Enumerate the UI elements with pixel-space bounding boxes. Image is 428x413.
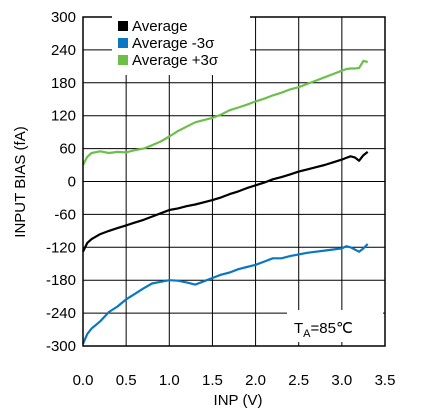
y-tick-label: 180 <box>51 75 76 92</box>
legend-swatch <box>118 38 128 48</box>
y-tick-label: -60 <box>54 206 76 223</box>
legend-label: Average -3σ <box>132 35 215 52</box>
x-tick-label: 2.0 <box>245 372 266 389</box>
series-line-1 <box>81 243 369 345</box>
x-tick-label: 3.5 <box>375 372 396 389</box>
y-tick-label: -240 <box>46 305 76 322</box>
legend-label: Average <box>132 18 188 35</box>
y-tick-label: 120 <box>51 108 76 125</box>
series-line-0 <box>82 151 369 253</box>
legend-background <box>112 15 250 75</box>
y-tick-label: 300 <box>51 9 76 26</box>
x-tick-label: 0.5 <box>116 372 137 389</box>
y-tick-label: -180 <box>46 272 76 289</box>
x-tick-label: 0.0 <box>73 372 94 389</box>
y-tick-label: -300 <box>46 338 76 355</box>
series-layer <box>81 59 369 345</box>
x-tick-label: 2.5 <box>288 372 309 389</box>
annotation-text: TA=85℃ <box>294 320 353 340</box>
y-tick-label: -120 <box>46 239 76 256</box>
x-tick-label: 1.0 <box>159 372 180 389</box>
legend-swatch <box>118 55 128 65</box>
y-tick-label: 0 <box>68 174 76 191</box>
tick-labels: 300 240 180 120 60 0 -60 -120 -180 -240 -300 0.0 0.5… <box>46 9 395 389</box>
series-line-2 <box>82 59 368 166</box>
annotation-background <box>287 310 383 342</box>
temperature-annotation: TA=85℃ <box>287 310 383 342</box>
legend-label: Average +3σ <box>132 52 219 69</box>
y-axis-label: INPUT BIAS (fA) <box>12 126 29 237</box>
x-tick-label: 1.5 <box>202 372 223 389</box>
x-axis-label: INP (V) <box>214 392 263 409</box>
y-tick-label: 240 <box>51 42 76 59</box>
x-tick-label: 3.0 <box>331 372 352 389</box>
legend-swatch <box>118 21 128 31</box>
y-tick-label: 60 <box>59 141 76 158</box>
